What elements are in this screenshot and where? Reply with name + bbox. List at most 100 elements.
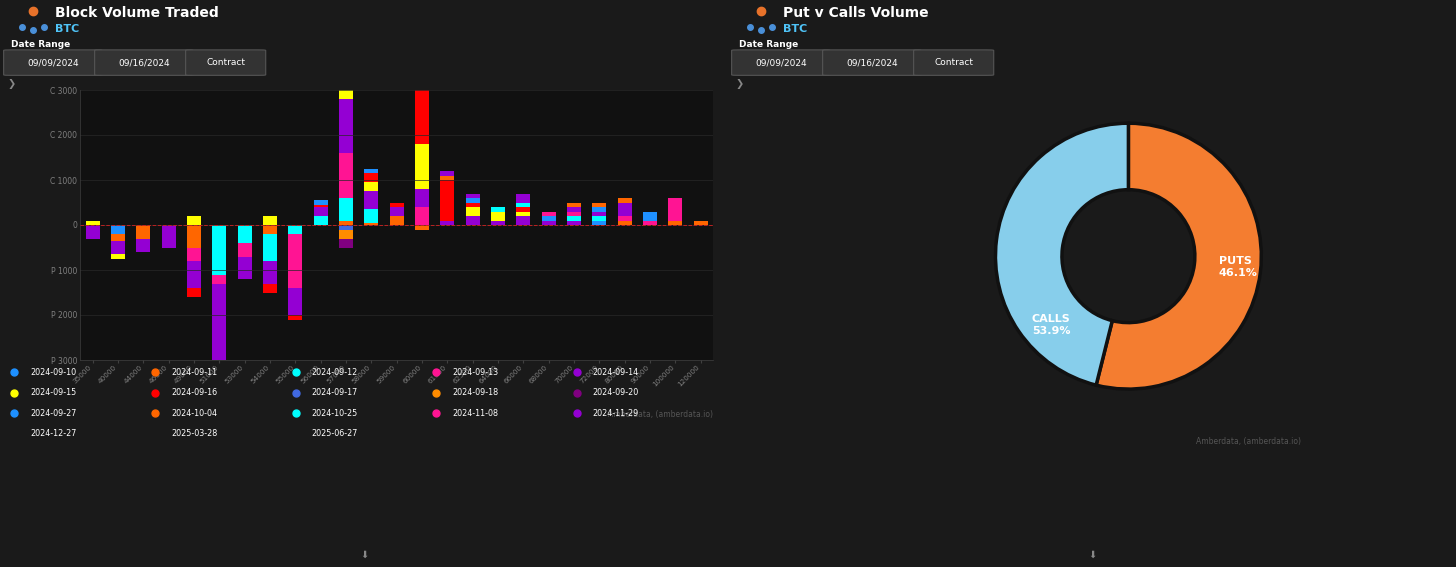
Bar [517, 193, 530, 202]
Bar [390, 207, 403, 216]
Bar [111, 225, 125, 234]
Text: Put v Calls Volume: Put v Calls Volume [783, 6, 929, 20]
Text: ❯: ❯ [735, 79, 744, 89]
FancyBboxPatch shape [732, 50, 830, 75]
Bar [466, 202, 479, 207]
Bar [617, 216, 632, 221]
Bar [364, 209, 379, 223]
Text: ⬇: ⬇ [1088, 549, 1096, 560]
Bar [466, 193, 479, 198]
Bar [593, 202, 606, 207]
Bar [517, 216, 530, 225]
Bar [593, 207, 606, 211]
Bar [491, 207, 505, 211]
Bar [288, 225, 303, 234]
FancyBboxPatch shape [95, 50, 194, 75]
Bar [188, 225, 201, 248]
Text: Block Volume Traded: Block Volume Traded [55, 6, 218, 20]
Bar [237, 243, 252, 256]
Bar [466, 207, 479, 216]
Text: 2024-09-13: 2024-09-13 [451, 368, 498, 376]
Bar [441, 176, 454, 180]
Text: 2024-11-08: 2024-11-08 [451, 409, 498, 417]
Bar [339, 99, 352, 153]
Bar [364, 223, 379, 225]
Bar [415, 189, 430, 207]
Text: Contract: Contract [207, 58, 245, 67]
Wedge shape [996, 123, 1128, 385]
Text: 09/09/2024: 09/09/2024 [756, 58, 807, 67]
Bar [568, 207, 581, 211]
Bar [441, 171, 454, 176]
Bar [390, 216, 403, 225]
Bar [668, 221, 683, 225]
Bar [111, 254, 125, 259]
Bar [314, 216, 328, 225]
Text: Amberdata, (amberdata.io): Amberdata, (amberdata.io) [1197, 437, 1302, 446]
Bar [390, 202, 403, 207]
Bar [314, 207, 328, 216]
Text: Date Range: Date Range [12, 40, 70, 49]
Bar [264, 216, 277, 225]
Bar [314, 205, 328, 207]
Text: Contract: Contract [935, 58, 973, 67]
Bar [542, 216, 556, 221]
Text: 2025-06-27: 2025-06-27 [312, 429, 358, 438]
Bar [695, 221, 708, 225]
Bar [137, 239, 150, 252]
Bar [264, 261, 277, 284]
Bar [466, 198, 479, 202]
Bar [415, 207, 430, 225]
Bar [364, 182, 379, 191]
Bar [86, 225, 99, 239]
Bar [264, 234, 277, 261]
Bar [213, 274, 226, 284]
Bar [339, 230, 352, 239]
Text: 2024-11-29: 2024-11-29 [593, 409, 639, 417]
Bar [111, 234, 125, 241]
Bar [111, 241, 125, 254]
Bar [314, 200, 328, 205]
Text: BTC: BTC [783, 24, 807, 34]
Bar [617, 221, 632, 225]
Bar [542, 211, 556, 216]
Bar [617, 202, 632, 216]
Bar [237, 225, 252, 243]
Text: PUTS
46.1%: PUTS 46.1% [1219, 256, 1258, 278]
Bar [188, 216, 201, 225]
Bar [339, 153, 352, 198]
Bar [288, 288, 303, 315]
Bar [339, 67, 352, 72]
Bar [264, 284, 277, 293]
Text: 2024-09-10: 2024-09-10 [31, 368, 77, 376]
Text: ⬇: ⬇ [360, 549, 368, 560]
Text: 2024-09-12: 2024-09-12 [312, 368, 358, 376]
Bar [644, 211, 657, 221]
Bar [668, 198, 683, 221]
Text: CALLS
53.9%: CALLS 53.9% [1032, 315, 1070, 336]
Bar [415, 144, 430, 189]
Text: 2024-09-18: 2024-09-18 [451, 388, 498, 397]
Text: 2024-09-20: 2024-09-20 [593, 388, 639, 397]
Bar [593, 216, 606, 221]
Text: BTC: BTC [55, 24, 79, 34]
Bar [415, 32, 430, 54]
Text: 2025-03-28: 2025-03-28 [170, 429, 217, 438]
Text: 09/16/2024: 09/16/2024 [846, 58, 897, 67]
Bar [264, 225, 277, 234]
Text: 2024-10-04: 2024-10-04 [170, 409, 217, 417]
Text: 2024-09-16: 2024-09-16 [170, 388, 217, 397]
Text: 2024-09-17: 2024-09-17 [312, 388, 358, 397]
Bar [617, 198, 632, 202]
Bar [213, 284, 226, 391]
Bar [339, 72, 352, 99]
Bar [517, 211, 530, 216]
Bar [188, 248, 201, 261]
Bar [415, 54, 430, 144]
FancyBboxPatch shape [914, 50, 994, 75]
Text: Date Range: Date Range [740, 40, 798, 49]
Text: 2024-10-25: 2024-10-25 [312, 409, 358, 417]
Bar [644, 221, 657, 225]
Bar [441, 221, 454, 225]
Bar [568, 211, 581, 216]
